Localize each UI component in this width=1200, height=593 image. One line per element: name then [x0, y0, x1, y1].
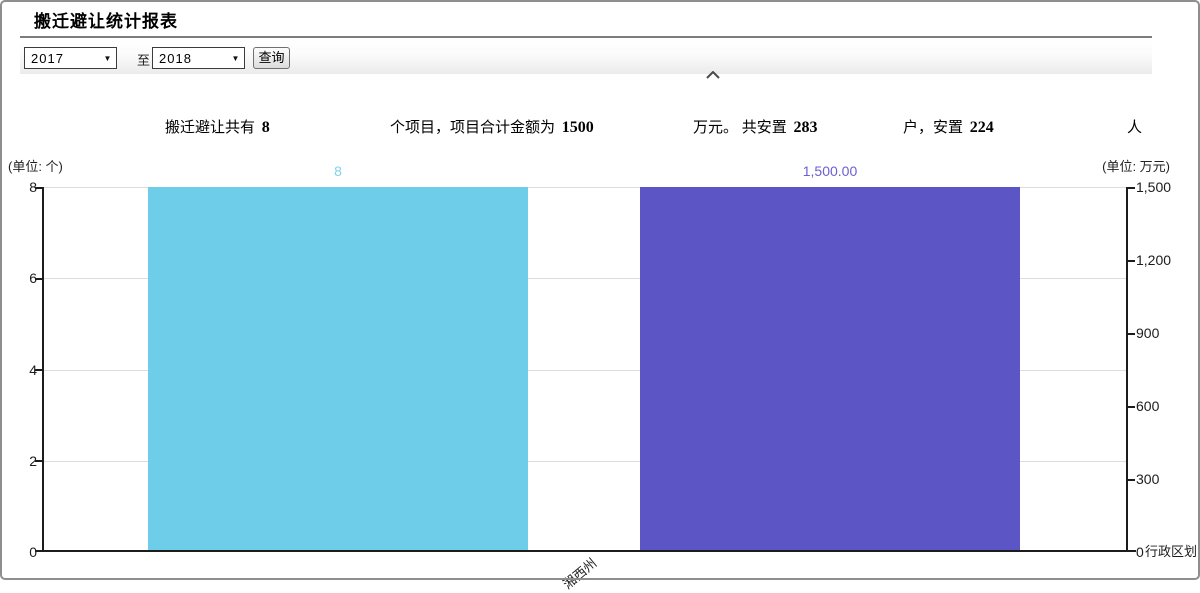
- bar-project-count: [148, 187, 528, 552]
- summary-people: 户，安置 224: [903, 119, 994, 136]
- left-axis-tick: [35, 369, 42, 371]
- summary-unit-people: 人: [1127, 120, 1143, 136]
- year-from-select[interactable]: 2017 ▼: [24, 47, 117, 69]
- right-y-axis-line: [1126, 187, 1128, 552]
- summary-projects: 搬迁避让共有 8: [165, 119, 270, 136]
- right-axis-tick-label: 0: [1136, 544, 1144, 560]
- right-axis-tick-label: 1,500: [1136, 179, 1172, 195]
- title-divider: [20, 36, 1152, 38]
- bar-project-amount: [640, 187, 1020, 552]
- left-axis-tick-label: 0: [29, 544, 37, 560]
- left-axis-tick-label: 6: [29, 270, 37, 286]
- gridline: [42, 461, 1128, 462]
- left-axis-tick: [35, 278, 42, 280]
- to-label: 至: [137, 53, 151, 68]
- right-axis-tick: [1128, 479, 1135, 481]
- x-axis-category-label: 湘西州: [560, 555, 600, 592]
- chart-plot-area: [35, 187, 1136, 552]
- summary-amount: 个项目，项目合计金额为 1500: [390, 119, 594, 136]
- right-axis-tick-label: 900: [1136, 325, 1160, 341]
- x-axis-line: [41, 550, 1136, 552]
- right-axis-unit-label: (单位: 万元): [1102, 159, 1170, 174]
- bar-value-label-count: 8: [334, 163, 342, 179]
- gridline: [42, 278, 1128, 279]
- right-axis-tick: [1128, 333, 1135, 335]
- year-to-value: 2018: [159, 50, 192, 66]
- right-axis-tick: [1128, 260, 1135, 262]
- collapse-chevron-icon[interactable]: [706, 66, 720, 79]
- summary-line: 搬迁避让共有 8 个项目，项目合计金额为 1500 万元。 共安置 283 户，…: [0, 117, 1200, 139]
- left-axis-tick-label: 8: [29, 179, 37, 195]
- x-axis-title: 行政区划: [1145, 544, 1198, 559]
- left-axis-tick-label: 2: [29, 453, 37, 469]
- left-axis-tick: [35, 187, 42, 189]
- gridline: [42, 187, 1128, 188]
- right-axis-tick-label: 1,200: [1136, 252, 1172, 268]
- bar-value-label-amount: 1,500.00: [802, 163, 858, 179]
- gridline: [42, 370, 1128, 371]
- query-button[interactable]: 查询: [253, 47, 290, 69]
- year-from-value: 2017: [31, 50, 64, 66]
- right-axis-tick-label: 600: [1136, 398, 1160, 414]
- right-axis-tick-label: 300: [1136, 471, 1160, 487]
- summary-households: 万元。 共安置 283: [693, 119, 818, 136]
- left-axis-tick: [35, 460, 42, 462]
- dropdown-arrow-icon: ▼: [103, 53, 112, 63]
- year-to-select[interactable]: 2018 ▼: [152, 47, 245, 69]
- dropdown-arrow-icon: ▼: [231, 53, 240, 63]
- query-toolbar: 2017 ▼ 至 2018 ▼ 查询: [20, 38, 1152, 79]
- page-title: 搬迁避让统计报表: [34, 12, 178, 31]
- left-axis-unit-label: (单位: 个): [8, 159, 63, 174]
- right-axis-tick: [1128, 187, 1135, 189]
- left-axis-tick: [35, 550, 42, 552]
- right-axis-tick: [1128, 406, 1135, 408]
- left-y-axis-line: [42, 187, 44, 552]
- left-axis-tick-label: 4: [29, 362, 37, 378]
